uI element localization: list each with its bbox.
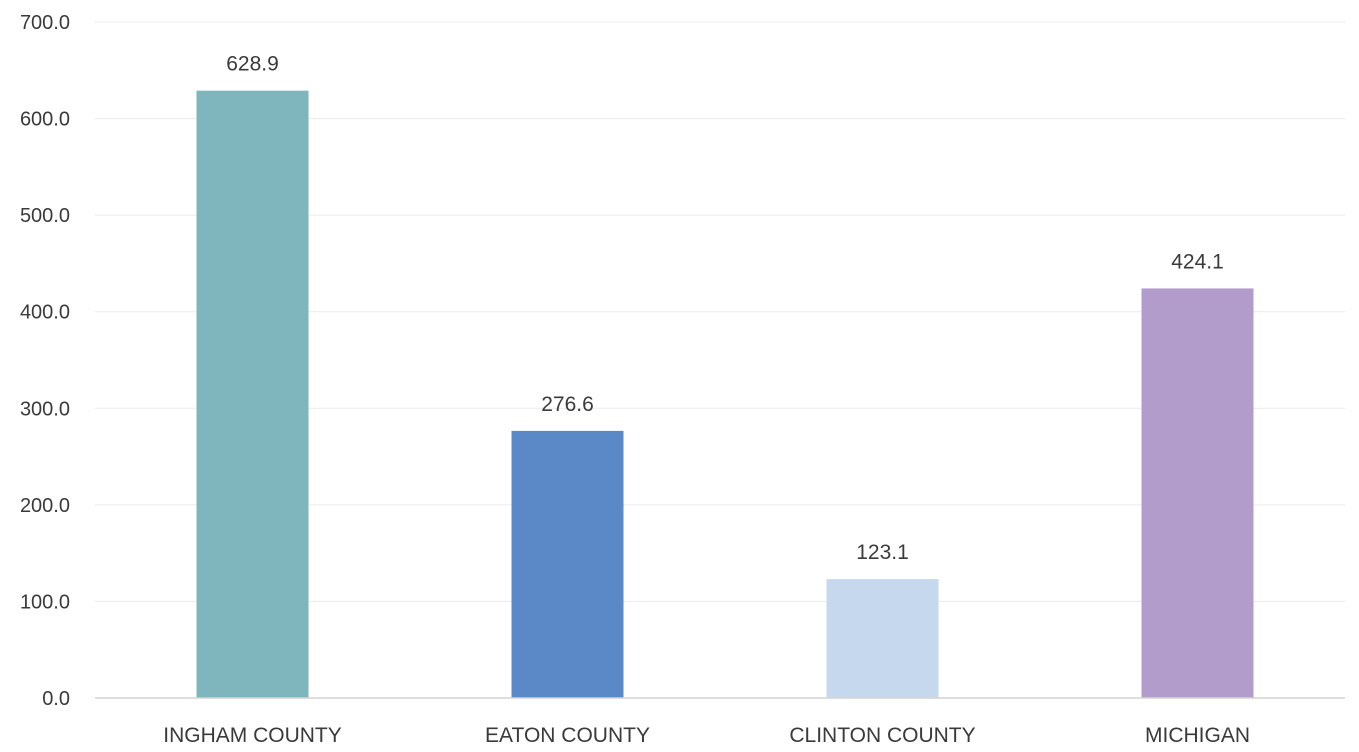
y-tick-label: 0.0 <box>42 688 70 710</box>
y-axis-tick-labels: 0.0 100.0 200.0 300.0 400.0 500.0 600.0 700.0 <box>20 12 70 710</box>
bar-eaton-county <box>511 430 624 698</box>
x-category-label: INGHAM COUNTY <box>163 724 342 747</box>
data-label: 424.1 <box>1171 250 1224 273</box>
data-label: 123.1 <box>856 541 909 564</box>
x-axis-category-labels: INGHAM COUNTY EATON COUNTY CLINTON COUNTY M… <box>163 724 1250 747</box>
data-labels: 628.9 276.6 123.1 424.1 <box>226 53 1224 564</box>
y-tick-label: 300.0 <box>20 398 70 420</box>
bar-ingham-county <box>196 90 309 698</box>
x-category-label: EATON COUNTY <box>485 724 650 747</box>
bar-michigan <box>1141 288 1254 698</box>
y-tick-label: 500.0 <box>20 205 70 227</box>
x-category-label: MICHIGAN <box>1145 724 1250 747</box>
y-tick-label: 400.0 <box>20 302 70 324</box>
data-label: 276.6 <box>541 393 594 416</box>
bar-clinton-county <box>826 579 939 698</box>
y-tick-label: 600.0 <box>20 109 70 131</box>
x-category-label: CLINTON COUNTY <box>789 724 975 747</box>
bars <box>196 90 1254 698</box>
y-tick-label: 100.0 <box>20 591 70 613</box>
y-tick-label: 200.0 <box>20 495 70 517</box>
data-label: 628.9 <box>226 53 279 76</box>
y-tick-label: 700.0 <box>20 12 70 34</box>
